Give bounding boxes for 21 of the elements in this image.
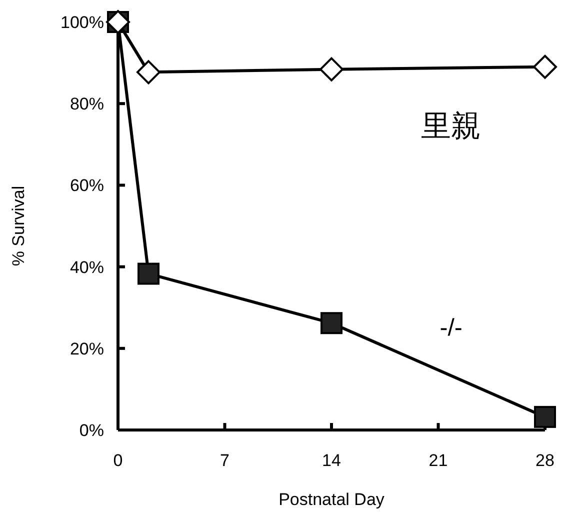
series-label: 里親 [421, 110, 482, 143]
point [533, 54, 557, 79]
x-axis-title: Postnatal Day [278, 490, 385, 509]
y-tick-label: 20% [70, 339, 104, 358]
x-tick-label: 14 [322, 451, 341, 470]
point [138, 262, 160, 285]
x-tick-label: 28 [536, 451, 554, 470]
series-label: -/- [440, 314, 462, 342]
x-tick-label: 0 [113, 451, 123, 470]
y-axis-title: % Survival [9, 186, 28, 266]
point [534, 406, 556, 428]
y-tick-label: 100% [60, 13, 104, 32]
point [320, 57, 344, 82]
point [320, 312, 342, 334]
y-tick-label: 40% [70, 258, 104, 277]
y-tick-label: 80% [70, 94, 104, 114]
y-tick-label: 0% [79, 421, 104, 440]
y-tick-label: 60% [70, 176, 104, 196]
point [136, 60, 160, 84]
x-tick-label: 7 [220, 451, 230, 470]
x-tick-label: 21 [428, 451, 448, 470]
